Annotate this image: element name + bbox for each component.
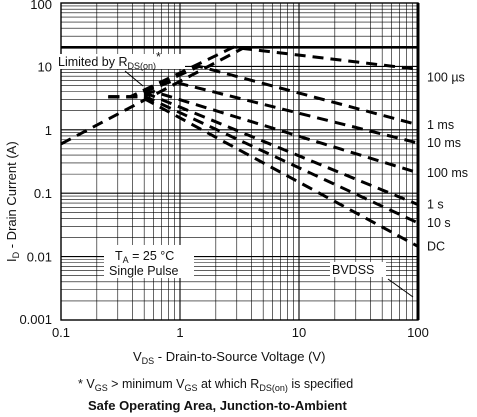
curve-label-6: DC — [427, 239, 445, 253]
x-tick-label-3: 100 — [407, 325, 429, 340]
y-tick-label-1: 0.01 — [27, 250, 52, 265]
curve-labels: 100 µs 1 ms 10 ms 100 ms 1 s 10 s DC — [427, 70, 468, 253]
curve-label-3: 100 ms — [427, 166, 468, 180]
rds-limit-annotation: Limited by RDS(on)* — [58, 50, 161, 71]
rds-annotation-bg — [57, 54, 185, 69]
single-pulse-annotation: Single Pulse — [109, 264, 179, 278]
y-tick-label-4: 10 — [38, 59, 52, 74]
x-tick-label-2: 10 — [292, 325, 306, 340]
ta-annotation-bg — [104, 245, 194, 278]
y-tick-label-2: 0.1 — [34, 186, 52, 201]
bvdss-annotation-bg — [330, 262, 386, 277]
bvdss-annotation: BVDSS — [332, 263, 374, 277]
x-tick-label-1: 1 — [176, 325, 183, 340]
tick-labels: 0.1 1 10 100 0.001 0.01 0.1 1 10 100 — [19, 0, 428, 340]
footnote: * VGS > minimum VGS at which RDS(on) is … — [78, 377, 353, 393]
curve-label-5: 10 s — [427, 216, 451, 230]
chart-title: Safe Operating Area, Junction-to-Ambient — [88, 398, 347, 413]
plot-frame — [60, 2, 419, 321]
x-axis-title: VDS - Drain-to-Source Voltage (V) — [133, 349, 325, 366]
curve-label-1: 1 ms — [427, 118, 454, 132]
y-tick-label-3: 1 — [45, 123, 52, 138]
curve-label-4: 1 s — [427, 198, 444, 212]
rds-annotation-leader — [124, 70, 144, 87]
y-axis-title: ID - Drain Current (A) — [4, 141, 21, 262]
soa-curve-6 — [108, 95, 419, 248]
rds-limit-line — [60, 45, 246, 146]
ta-annotation: TA = 25 °C — [115, 249, 174, 265]
curve-label-0: 100 µs — [427, 70, 465, 84]
y-tick-label-0: 0.001 — [19, 312, 52, 327]
bvdss-annotation-leader — [387, 278, 414, 298]
curve-label-2: 10 ms — [427, 136, 461, 150]
y-tick-label-5: 100 — [30, 0, 52, 12]
x-tick-label-0: 0.1 — [52, 325, 70, 340]
